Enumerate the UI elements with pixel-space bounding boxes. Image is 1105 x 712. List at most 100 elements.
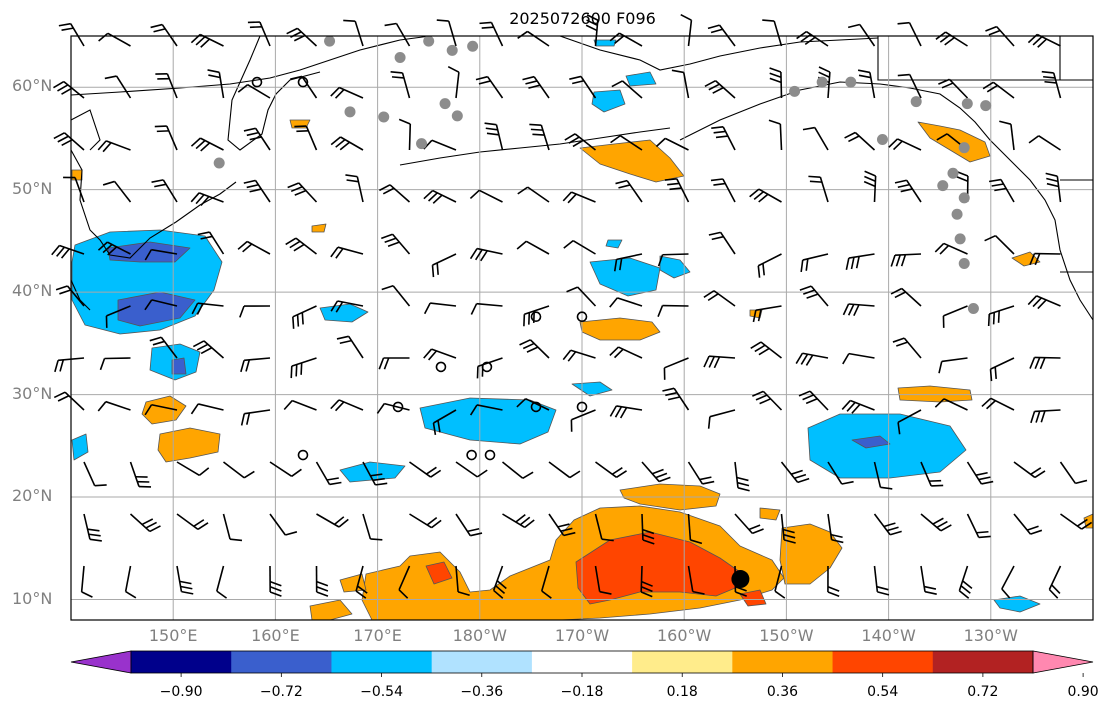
barb-flag xyxy=(381,285,394,291)
barb-flag xyxy=(808,175,821,178)
barb-shaft xyxy=(548,461,571,479)
barb-shaft xyxy=(1048,565,1062,590)
wind-barb xyxy=(585,14,599,47)
barb-flag xyxy=(432,194,443,204)
barb-flag xyxy=(246,412,251,425)
coastline-sakhalin xyxy=(70,109,101,151)
barb-flag xyxy=(107,246,118,256)
gridlines xyxy=(71,36,1093,620)
barb-shaft xyxy=(1036,295,1061,307)
barb-flag xyxy=(802,126,815,131)
barb-flag xyxy=(671,69,684,74)
barb-flag xyxy=(246,183,259,189)
barb-flag xyxy=(1043,75,1056,79)
barb-flag xyxy=(526,346,539,353)
wind-barb xyxy=(609,405,643,419)
barb-shaft xyxy=(160,336,178,359)
barb-flag xyxy=(269,580,282,587)
barb-flag xyxy=(391,76,405,79)
barb-shaft xyxy=(83,461,96,487)
barb-flag xyxy=(610,135,621,144)
barb-flag xyxy=(290,75,303,80)
barb-flag xyxy=(1081,521,1093,530)
barb-flag xyxy=(827,591,840,598)
barb-shaft xyxy=(687,513,692,540)
station-dot xyxy=(213,157,225,169)
barb-shaft xyxy=(166,125,178,151)
barb-shaft xyxy=(616,405,643,411)
barb-flag xyxy=(516,398,527,408)
wind-barb xyxy=(484,122,504,151)
border-canada-us xyxy=(877,36,1093,81)
barb-shaft xyxy=(574,133,596,151)
wind-barb xyxy=(707,409,736,429)
barb-shaft xyxy=(709,355,736,359)
wind-barb xyxy=(569,75,597,99)
barb-flag xyxy=(398,118,411,125)
colorbar-segment xyxy=(632,651,733,673)
barb-flag xyxy=(994,366,997,379)
barb-flag xyxy=(894,291,906,299)
barb-flag xyxy=(938,361,943,374)
barb-shaft xyxy=(389,184,411,203)
barb-shaft xyxy=(348,335,364,359)
barb-flag xyxy=(269,591,282,597)
barb-shaft xyxy=(664,137,689,151)
barb-shaft xyxy=(1059,461,1077,484)
barb-flag xyxy=(669,187,682,191)
barb-flag xyxy=(934,242,945,253)
barb-flag xyxy=(794,473,807,480)
barb-shaft xyxy=(151,299,178,307)
barb-flag xyxy=(1030,467,1042,476)
barb-flag xyxy=(294,189,307,196)
wind-barb xyxy=(492,565,507,599)
colorbar-label: −0.18 xyxy=(560,684,604,700)
barb-flag xyxy=(657,305,664,317)
wind-barb xyxy=(476,357,503,379)
anomaly-region xyxy=(309,599,353,621)
station-dot xyxy=(423,35,435,47)
barb-flag xyxy=(641,580,653,587)
barb-flag xyxy=(54,360,59,373)
barb-flag xyxy=(150,23,163,29)
wind-barb xyxy=(436,19,457,47)
barb-flag xyxy=(805,258,809,271)
barb-flag xyxy=(981,397,992,407)
barb-flag xyxy=(196,343,209,351)
barb-flag xyxy=(522,342,535,350)
barb-shaft xyxy=(1056,176,1062,203)
barb-flag xyxy=(642,539,655,545)
barb-flag xyxy=(1037,38,1048,48)
barb-flag xyxy=(567,193,577,204)
barb-flag xyxy=(609,32,620,42)
anomaly-region xyxy=(171,357,187,375)
anomaly-region xyxy=(593,39,617,47)
barb-flag xyxy=(984,234,996,242)
barb-shaft xyxy=(433,409,457,424)
barb-flag xyxy=(642,528,655,535)
barb-flag xyxy=(846,401,856,412)
barb-flag xyxy=(798,390,811,397)
wind-barb xyxy=(845,253,875,270)
barb-flag xyxy=(958,590,970,599)
barb-shaft xyxy=(203,340,225,359)
station-dot xyxy=(451,110,463,122)
barb-flag xyxy=(522,471,534,479)
wind-barb xyxy=(780,513,796,544)
barb-flag xyxy=(997,310,1000,323)
wind-barb xyxy=(290,75,318,99)
barb-flag xyxy=(847,304,855,316)
barb-flag xyxy=(934,398,945,408)
barb-flag xyxy=(897,73,910,77)
anomaly-region xyxy=(419,397,557,445)
barb-flag xyxy=(330,136,341,146)
barb-shaft xyxy=(1060,513,1083,530)
wind-barb xyxy=(1029,356,1061,370)
barb-shaft xyxy=(129,461,140,487)
wind-barb xyxy=(63,176,85,203)
barb-flag xyxy=(423,302,431,315)
wind-barb xyxy=(155,73,178,99)
barb-flag xyxy=(197,522,209,531)
barb-flag xyxy=(890,287,903,295)
barb-flag xyxy=(755,394,768,401)
